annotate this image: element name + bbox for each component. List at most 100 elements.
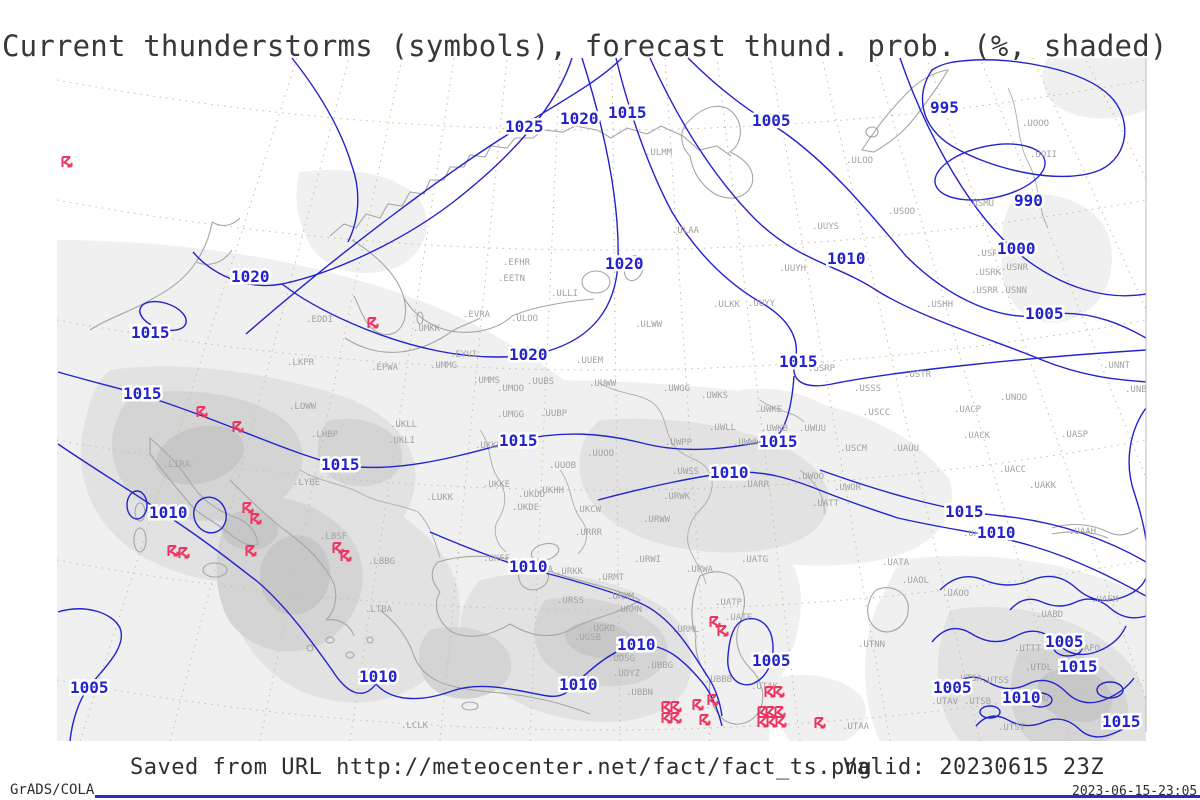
station-label: .UAOO: [942, 589, 969, 599]
pressure-label: 1015: [321, 455, 360, 474]
station-label: .UABD: [1036, 610, 1063, 620]
station-label: .URSS: [557, 596, 584, 606]
station-label: .UWGG: [663, 384, 690, 394]
station-label: .UNNT: [1103, 361, 1131, 371]
station-label: .UTSS: [982, 676, 1009, 686]
pressure-label: 1005: [752, 651, 791, 670]
station-label: .LBSF: [320, 532, 347, 542]
station-label: .UDYZ: [613, 669, 641, 679]
station-label: .UATG: [741, 555, 768, 565]
station-label: .UAKD: [963, 529, 990, 539]
station-label: .LYBE: [293, 478, 320, 488]
station-label: .ULLI: [551, 289, 578, 299]
station-label: .LIRA: [163, 460, 191, 470]
pressure-label: 1010: [827, 249, 866, 268]
station-label: .USRP: [808, 364, 836, 374]
station-label: .UKDE: [512, 503, 539, 513]
station-label: .UTSA: [955, 674, 983, 684]
station-label: .UTTT: [1014, 644, 1042, 654]
station-label: .USHH: [926, 300, 953, 310]
station-label: .UKLI: [388, 436, 415, 446]
station-label: .URWW: [643, 515, 671, 525]
pressure-label: 1000: [997, 239, 1036, 258]
station-label: .UGSB: [574, 633, 601, 643]
station-label: .URWA: [686, 565, 714, 575]
pressure-label: 1020: [231, 267, 270, 286]
bottom-blue-rule: [95, 795, 1200, 798]
footer-valid-time: Valid: 20230615 23Z: [843, 755, 1105, 780]
station-label: .UKDD: [518, 490, 545, 500]
station-label: .UMOO: [497, 384, 524, 394]
station-label: .UMMG: [430, 361, 457, 371]
station-label: .UWLL: [709, 423, 736, 433]
pressure-label: 1020: [560, 109, 599, 128]
station-label: .UUBP: [540, 409, 568, 419]
station-label: .UWUU: [799, 424, 826, 434]
station-label: .UUYS: [812, 222, 839, 232]
station-label: .UWKS: [701, 391, 728, 401]
isobars: [57, 57, 1146, 741]
station-label: .USRO: [976, 249, 1003, 259]
station-label: .UKKE: [483, 480, 510, 490]
pressure-label: 1015: [131, 323, 170, 342]
station-label: .UMGG: [497, 410, 524, 420]
pressure-label: 1015: [945, 502, 984, 521]
station-label: .UACK: [963, 431, 991, 441]
pressure-label: 1015: [1059, 657, 1098, 676]
station-label: .LUKK: [426, 493, 454, 503]
station-label: .UAFM: [1091, 595, 1119, 605]
station-label: .UTAA: [842, 722, 870, 732]
station-label: .UMMS: [473, 376, 500, 386]
station-label: .ULOO: [511, 314, 538, 324]
station-label: .USRR: [971, 286, 999, 296]
station-label: .LTBA: [365, 605, 393, 615]
station-label: .UTDD: [1022, 694, 1049, 704]
station-label: .UUYY: [748, 299, 776, 309]
station-label: .UNBB: [1125, 385, 1152, 395]
footer-grads-brand: GrADS/COLA: [10, 782, 95, 798]
station-label: .EFHR: [503, 258, 531, 268]
pressure-label: 1010: [149, 503, 188, 522]
station-label: .UUYH: [779, 264, 806, 274]
station-label: .UOOO: [1022, 119, 1049, 129]
station-label: .USTR: [904, 370, 932, 380]
station-label: .ULWW: [635, 320, 663, 330]
station-label: .LCLK: [401, 721, 429, 731]
station-label: .USSS: [854, 384, 881, 394]
station-labels-layer: .ULMM .UOOO .UOII .USMU .USOO .ULOO .ULAA .UUYS…: [163, 119, 1152, 733]
station-label: .UATA: [882, 558, 910, 568]
station-label: .URWI: [634, 555, 661, 565]
station-label: .LHBP: [311, 430, 339, 440]
pressure-label: 995: [930, 98, 959, 117]
rivers: [299, 87, 1049, 585]
station-label: .USNR: [1001, 263, 1029, 273]
station-label: .UKKK: [475, 441, 503, 451]
station-label: .UUOO: [587, 449, 614, 459]
station-label: .UTSB: [964, 697, 991, 707]
station-label: .URMT: [597, 573, 625, 583]
station-label: .ULAA: [672, 226, 700, 236]
station-label: .UUEM: [576, 356, 604, 366]
station-label: .UTST: [998, 723, 1026, 733]
pressure-label: 1005: [752, 111, 791, 130]
station-label: .UWOR: [834, 483, 862, 493]
station-label: .URWK: [663, 492, 691, 502]
station-label: .UWSS: [672, 467, 699, 477]
station-label: .UAAH: [1069, 527, 1096, 537]
thunderstorm-symbol-icon: [61, 156, 73, 168]
station-label: .EVRA: [463, 310, 491, 320]
pressure-label: 1015: [779, 352, 818, 371]
station-label: .ULKK: [713, 300, 741, 310]
station-label: .UKFF: [483, 554, 510, 564]
pressure-label: 1015: [1102, 712, 1141, 731]
station-label: .URRR: [575, 528, 603, 538]
station-label: .UKCW: [574, 505, 602, 515]
pressure-label: 1010: [509, 557, 548, 576]
station-label: .UBBB: [705, 675, 732, 685]
station-label: .LBBG: [368, 557, 395, 567]
pressure-label: 1005: [1025, 304, 1064, 323]
footer-saved-from-url: Saved from URL http://meteocenter.net/fa…: [130, 755, 873, 780]
station-label: .UGKO: [588, 624, 615, 634]
pressure-label: 1020: [605, 254, 644, 273]
